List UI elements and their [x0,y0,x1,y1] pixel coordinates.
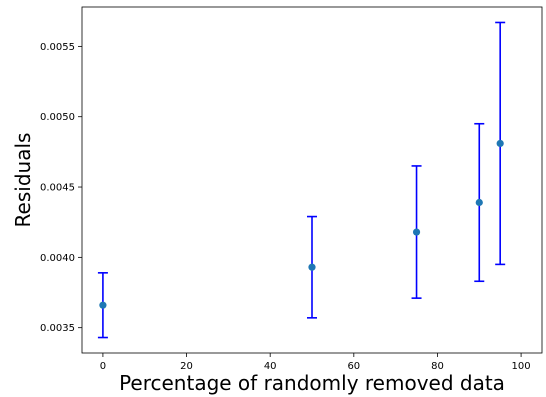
x-axis: 0 20 40 60 80 100 [100,353,531,372]
y-tick-label: 0.0035 [40,323,75,334]
data-point [475,198,483,207]
y-tick-label: 0.0045 [40,183,75,194]
y-tick-label: 0.0040 [40,253,75,264]
y-tick-label: 0.0055 [40,42,75,53]
data-point [99,301,107,309]
x-tick-label: 20 [180,361,193,372]
y-axis: 0.0035 0.0040 0.0045 0.0050 0.0055 [40,42,82,334]
x-axis-title: Percentage of randomly removed data [119,371,505,395]
data-point [412,228,421,236]
series-layer [97,21,506,339]
x-tick-label: 60 [347,361,360,372]
x-tick-label: 100 [512,361,531,372]
x-tick-label: 80 [431,361,444,372]
y-axis-title: Residuals [11,133,35,228]
plot-area [81,6,543,354]
data-point [308,263,316,271]
y-tick-label: 0.0050 [40,112,75,123]
x-tick-label: 0 [100,361,106,372]
x-tick-label: 40 [264,361,277,372]
plot-frame [81,6,543,354]
data-point [496,139,504,148]
